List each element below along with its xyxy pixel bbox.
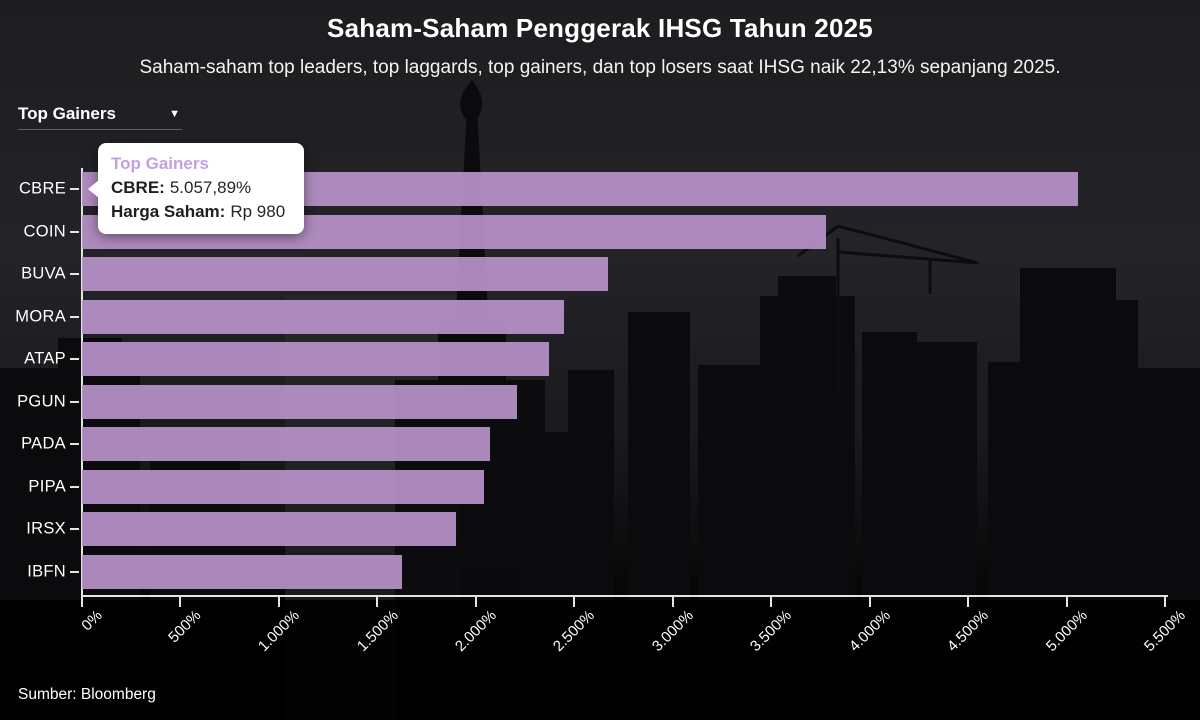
y-axis-tick bbox=[70, 230, 79, 233]
x-axis-tick bbox=[376, 596, 379, 607]
y-axis-tick bbox=[70, 443, 79, 446]
x-axis-label: 1.000% bbox=[254, 607, 303, 655]
y-axis-label-buva: BUVA bbox=[21, 264, 66, 283]
x-axis-label: 2.500% bbox=[550, 607, 599, 655]
x-axis-label: 5.500% bbox=[1141, 607, 1190, 655]
x-axis-label: 4.000% bbox=[845, 607, 894, 655]
series-dropdown-value: Top Gainers bbox=[18, 104, 116, 123]
y-axis-line bbox=[81, 168, 83, 597]
y-axis-label-pada: PADA bbox=[21, 434, 66, 453]
tooltip-ticker-label: CBRE: bbox=[111, 178, 165, 197]
x-axis-label: 500% bbox=[165, 607, 205, 647]
x-axis-label: 4.500% bbox=[944, 607, 993, 655]
chevron-down-icon: ▼ bbox=[169, 107, 180, 120]
x-axis-label: 2.000% bbox=[451, 607, 500, 655]
tooltip-ticker-value: 5.057,89% bbox=[169, 178, 252, 197]
y-axis-tick bbox=[70, 400, 79, 403]
x-axis-label: 3.500% bbox=[747, 607, 796, 655]
x-axis-label: 3.000% bbox=[648, 607, 697, 655]
y-axis-tick bbox=[70, 273, 79, 276]
tooltip: Top Gainers CBRE: 5.057,89% Harga Saham: R… bbox=[88, 143, 304, 234]
page-title: Saham-Saham Penggerak IHSG Tahun 2025 bbox=[327, 13, 873, 43]
y-axis-tick bbox=[70, 315, 79, 318]
tooltip-price-row: Harga Saham: Rp 980 bbox=[111, 200, 291, 224]
y-axis-tick bbox=[70, 358, 79, 361]
tooltip-arrow bbox=[88, 180, 99, 198]
y-axis-tick bbox=[70, 188, 79, 190]
x-axis-label: 1.500% bbox=[353, 607, 402, 655]
x-axis-tick bbox=[474, 596, 477, 607]
x-axis-tick bbox=[81, 596, 83, 607]
bar-irsx[interactable] bbox=[82, 512, 457, 547]
tooltip-price-value: Rp 980 bbox=[230, 202, 286, 221]
y-axis-label-atap: ATAP bbox=[24, 349, 66, 368]
source-caption: Sumber: Bloomberg bbox=[18, 686, 156, 703]
y-axis-label-coin: COIN bbox=[23, 222, 66, 241]
tooltip-price-label: Harga Saham: bbox=[111, 202, 226, 221]
tooltip-series-name: Top Gainers bbox=[111, 154, 209, 173]
x-axis-label: 0% bbox=[78, 607, 107, 635]
x-axis-tick bbox=[277, 596, 280, 607]
x-axis-tick bbox=[1065, 596, 1068, 607]
bar-mora[interactable] bbox=[82, 299, 565, 334]
y-axis-label-pipa: PIPA bbox=[28, 477, 66, 496]
y-axis-label-mora: MORA bbox=[15, 307, 66, 326]
x-axis-tick bbox=[573, 596, 576, 607]
bar-pada[interactable] bbox=[82, 427, 490, 462]
y-axis-tick bbox=[70, 485, 79, 488]
page-subtitle: Saham-saham top leaders, top laggards, t… bbox=[139, 57, 1061, 78]
bar-atap[interactable] bbox=[82, 342, 549, 377]
x-axis-tick bbox=[967, 596, 970, 607]
bar-pipa[interactable] bbox=[82, 469, 484, 504]
series-dropdown[interactable]: Top Gainers ▼ bbox=[18, 99, 182, 130]
x-axis-tick bbox=[868, 596, 871, 607]
x-axis-tick bbox=[1164, 596, 1166, 607]
bar-buva[interactable] bbox=[82, 257, 608, 292]
x-axis-tick bbox=[770, 596, 773, 607]
x-axis-tick bbox=[179, 596, 182, 607]
x-axis-label: 5.000% bbox=[1042, 607, 1091, 655]
x-axis-tick bbox=[671, 596, 674, 607]
tooltip-ticker-row: CBRE: 5.057,89% bbox=[111, 176, 291, 200]
bar-pgun[interactable] bbox=[82, 384, 518, 419]
y-axis-label-pgun: PGUN bbox=[17, 392, 66, 411]
y-axis-label-irsx: IRSX bbox=[26, 519, 66, 538]
y-axis-label-cbre: CBRE bbox=[18, 179, 66, 198]
y-axis-label-ibfn: IBFN bbox=[27, 562, 66, 581]
y-axis-tick bbox=[70, 528, 79, 531]
bar-ibfn[interactable] bbox=[82, 554, 402, 589]
y-axis-tick bbox=[70, 570, 79, 573]
x-axis-line bbox=[81, 595, 1168, 597]
